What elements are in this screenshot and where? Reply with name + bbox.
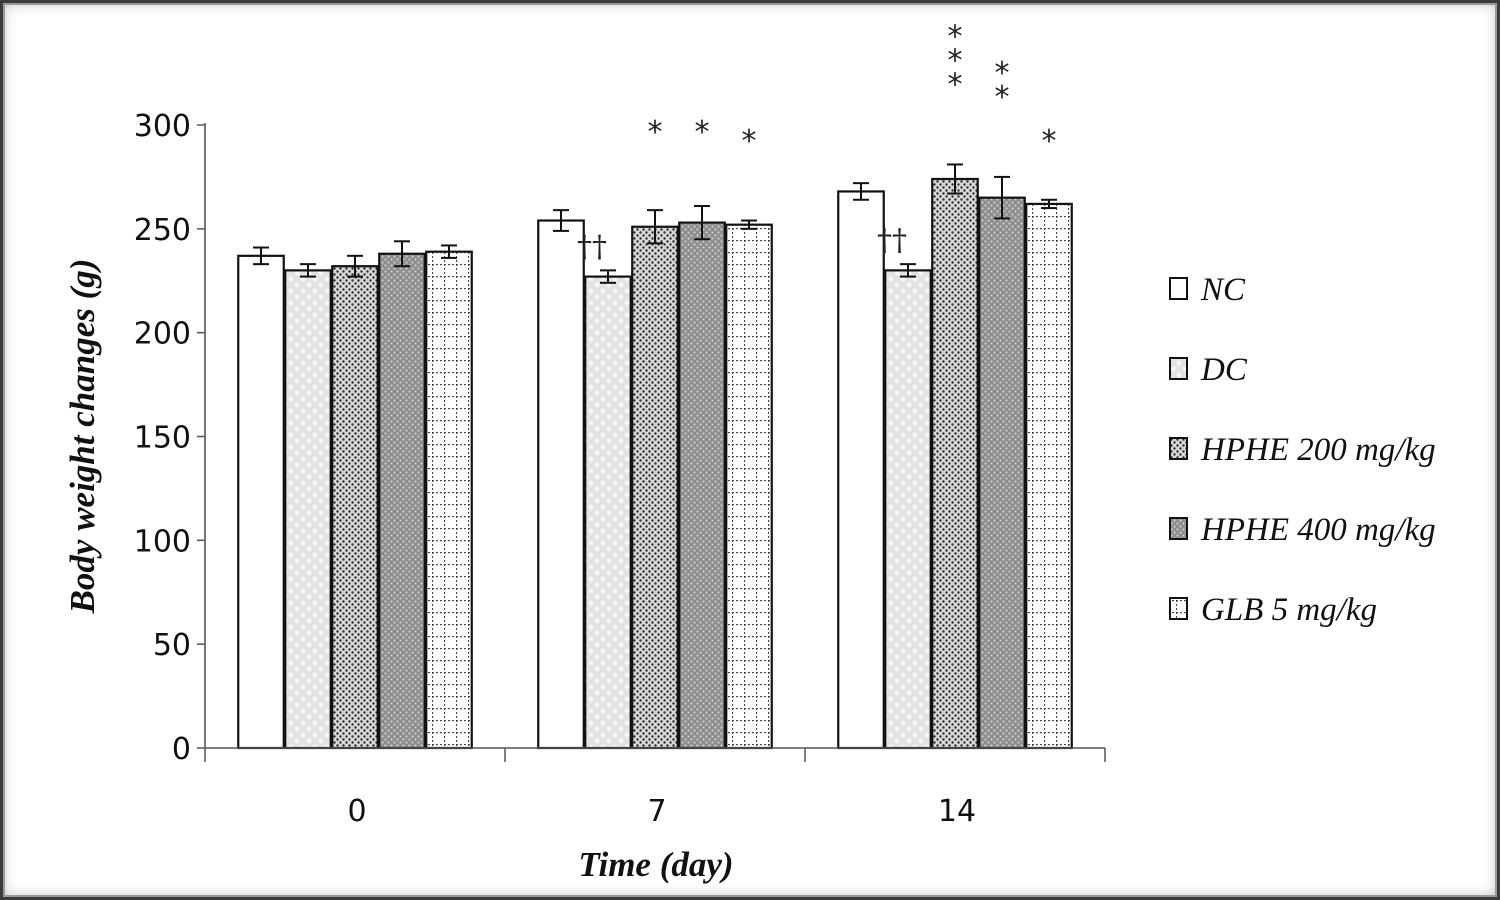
bar <box>978 196 1026 750</box>
legend-swatch <box>1169 597 1188 620</box>
legend-swatch <box>1169 357 1188 380</box>
y-tick-label: 300 <box>134 109 191 144</box>
legend-label: HPHE 400 mg/kg <box>1200 512 1436 548</box>
bar <box>631 225 679 750</box>
bars <box>237 177 1073 750</box>
significance-star: * <box>1042 124 1057 159</box>
y-tick-label: 0 <box>172 732 191 767</box>
significance-dagger: †† <box>577 229 607 264</box>
significance-star: * <box>948 43 963 78</box>
significance-annotations: ††* * *††*** *** <box>577 19 1057 264</box>
error-bar <box>853 182 869 201</box>
legend-label: HPHE 200 mg/kg <box>1200 432 1436 468</box>
x-axis-title: Time (day) <box>578 845 733 884</box>
y-tick-label: 100 <box>134 524 191 559</box>
error-bar <box>994 175 1010 220</box>
legend-item: GLB 5 mg/kg <box>1169 592 1377 628</box>
bar <box>378 252 426 750</box>
x-tick-label: 14 <box>938 794 976 829</box>
significance-star: * <box>995 80 1010 115</box>
error-bar <box>300 263 316 278</box>
axes <box>204 123 1105 749</box>
error-bar <box>347 254 363 278</box>
legend-swatch <box>1169 437 1188 460</box>
legend-item: HPHE 400 mg/kg <box>1169 512 1436 548</box>
significance-star: * <box>995 56 1010 91</box>
x-axis-ticks: 0 7 14 <box>204 748 1106 829</box>
legend-label: GLB 5 mg/kg <box>1201 592 1377 628</box>
error-bar <box>741 219 757 230</box>
y-axis-title: Body weight changes (g) <box>63 259 102 615</box>
y-axis-ticks: 0 50 100 150 200 250 300 <box>134 109 205 767</box>
error-bar <box>553 209 569 232</box>
bar <box>237 254 285 750</box>
legend-swatch <box>1169 517 1188 540</box>
legend-item: DC <box>1169 352 1248 388</box>
significance-star: * <box>648 115 663 150</box>
y-tick-label: 50 <box>153 628 191 663</box>
bar <box>425 250 473 750</box>
legend-item: NC <box>1169 272 1246 308</box>
legend-label: NC <box>1200 272 1246 308</box>
y-tick-label: 200 <box>134 317 191 352</box>
significance-star: * <box>695 115 710 150</box>
bar <box>284 269 332 750</box>
error-bar <box>900 263 916 278</box>
bar <box>725 223 773 750</box>
error-bar <box>694 204 710 241</box>
error-bars <box>253 163 1057 284</box>
error-bar <box>1041 198 1057 210</box>
bar <box>931 177 979 750</box>
x-tick-label: 7 <box>647 794 666 829</box>
bar <box>537 219 585 750</box>
error-bar <box>947 163 963 195</box>
error-bar <box>647 209 663 245</box>
y-tick-label: 250 <box>134 213 191 248</box>
error-bar <box>441 244 457 259</box>
significance-dagger: †† <box>877 223 907 258</box>
error-bar <box>600 269 616 284</box>
bar <box>584 275 632 750</box>
significance-star: * <box>742 124 757 159</box>
bar <box>837 190 885 750</box>
x-tick-label: 0 <box>347 794 366 829</box>
bar <box>1025 202 1073 750</box>
bar <box>331 265 379 750</box>
error-bar <box>394 240 410 268</box>
significance-star: * <box>948 67 963 102</box>
legend-item: HPHE 200 mg/kg <box>1169 432 1436 468</box>
significance-star: * <box>948 19 963 54</box>
error-bar <box>253 246 269 266</box>
legend-label: DC <box>1200 352 1248 388</box>
legend: NC DC HPHE 200 mg/kg HPHE 400 mg/kg GLB 5 mg… <box>1169 272 1436 628</box>
bar <box>678 221 726 750</box>
legend-swatch <box>1169 277 1188 300</box>
y-tick-label: 150 <box>134 421 191 456</box>
bar <box>884 269 932 750</box>
